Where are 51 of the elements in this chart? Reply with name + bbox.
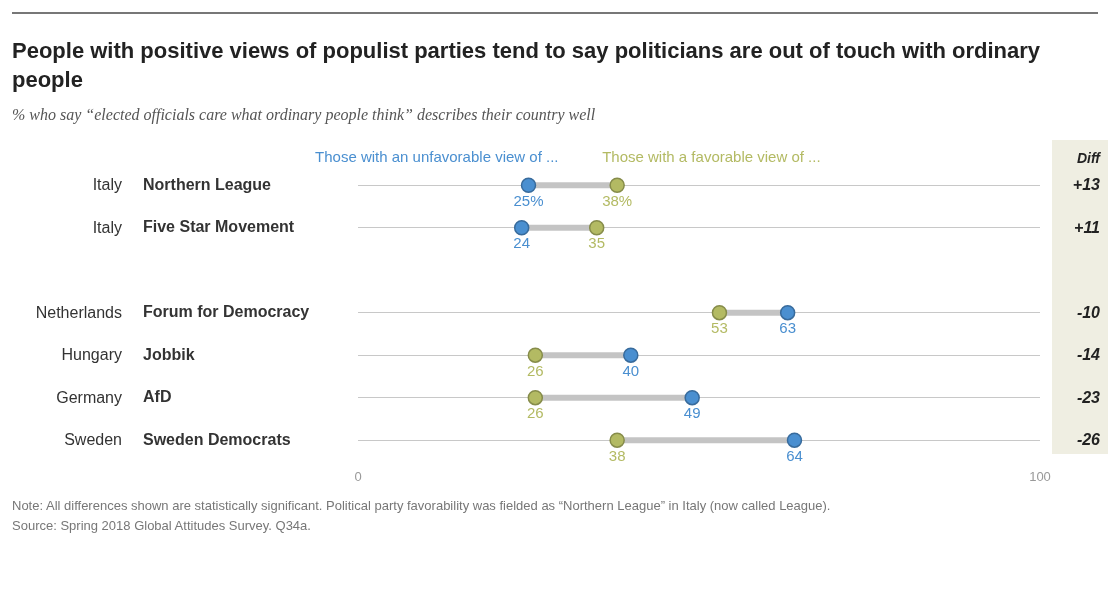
- text: Netherlands: [34, 302, 122, 323]
- data-label: 26: [526, 404, 544, 422]
- data-label: 26: [526, 361, 544, 379]
- text: +13: [1071, 175, 1100, 196]
- point: [513, 219, 530, 236]
- data-label: 25%: [513, 191, 544, 209]
- source-note: Source: Spring 2018 Global Attitudes Survey. Q34a.: [12, 517, 312, 535]
- text: -26: [1075, 430, 1100, 451]
- data-label: 38: [608, 446, 626, 464]
- y-tick-label: Five Star Movement: [143, 218, 295, 236]
- text: Italy: [91, 217, 122, 238]
- text: +11: [1073, 217, 1100, 238]
- point: [684, 389, 700, 406]
- data-label: 53: [711, 319, 728, 337]
- data-label: 49: [683, 404, 701, 422]
- series-label: Those with a favorable view of ...: [602, 148, 821, 166]
- data-label: 24: [513, 234, 531, 252]
- x-tick-label: 100: [1029, 468, 1051, 484]
- text: -23: [1075, 387, 1100, 408]
- text: -10: [1075, 302, 1100, 323]
- point: [609, 177, 625, 193]
- y-tick-label: Northern League: [143, 175, 272, 193]
- data-label: 64: [786, 446, 803, 464]
- x-tick-label: 0: [354, 468, 362, 484]
- text: -14: [1075, 345, 1100, 366]
- point: [588, 219, 605, 236]
- text: Italy: [91, 175, 122, 196]
- y-tick-label: Sweden Democrats: [143, 430, 291, 448]
- text: Germany: [55, 387, 122, 408]
- data-label: 38%: [602, 191, 633, 209]
- point: [623, 347, 639, 363]
- y-tick-label: Forum for Democracy: [143, 303, 310, 321]
- text: Note: All differences shown are statistically significant. Political party favorability was fielded as “Northern League” in Italy (now called League).: [12, 497, 832, 515]
- point: [711, 304, 728, 321]
- point: [527, 347, 544, 363]
- chart-subtitle: % who say “elected officials care what ordinary people think” describes their country well: [12, 106, 596, 124]
- y-tick-label: Jobbik: [143, 345, 195, 363]
- data-label: 35: [588, 234, 606, 252]
- text: Diff: [1075, 149, 1100, 168]
- data-label: 40: [622, 361, 640, 379]
- y-tick-label: AfD: [143, 388, 172, 406]
- point: [609, 432, 625, 448]
- point: [779, 304, 796, 321]
- text: Sweden: [63, 430, 122, 451]
- point: [786, 432, 803, 448]
- point: [520, 177, 537, 193]
- text: Hungary: [60, 345, 122, 366]
- point: [527, 389, 544, 406]
- chart-title: People with positive views of populist parties tend to say politicians are out of touch with ordinary people: [12, 37, 1042, 94]
- series-label: Those with an unfavorable view of ...: [315, 148, 559, 166]
- data-label: 63: [779, 319, 796, 337]
